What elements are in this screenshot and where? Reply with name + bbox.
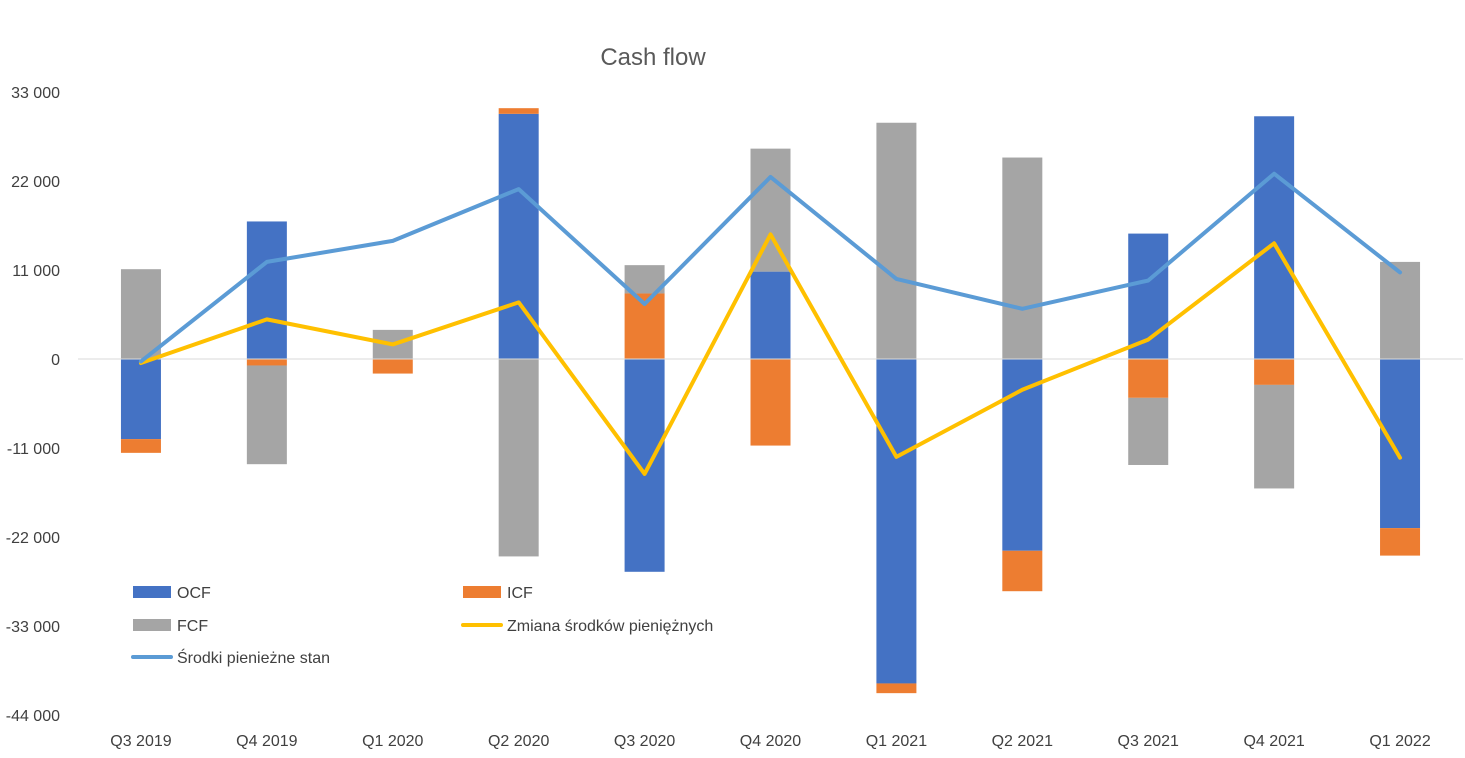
- legend: OCF ICF FCF Zmiana środków pieniężnych Środk…: [131, 585, 713, 667]
- bar-icf: [372, 359, 413, 374]
- x-tick-label: Q3 2020: [614, 733, 675, 750]
- legend-swatch-fcf: [133, 619, 171, 631]
- x-tick-label: Q1 2020: [362, 733, 423, 750]
- chart-title: Cash flow: [600, 44, 706, 71]
- bar-ocf: [1380, 359, 1421, 529]
- bar-ocf: [750, 271, 791, 359]
- bar-ocf: [120, 359, 161, 440]
- x-tick-label: Q2 2021: [992, 733, 1053, 750]
- y-tick-label: 33 000: [11, 85, 60, 102]
- x-tick-label: Q3 2021: [1118, 733, 1179, 750]
- y-tick-label: -44 000: [6, 708, 60, 725]
- legend-label-ocf: OCF: [177, 585, 211, 602]
- bar-series: [120, 108, 1421, 694]
- bar-icf: [876, 683, 917, 694]
- y-tick-label: -33 000: [6, 619, 60, 636]
- x-tick-label: Q1 2021: [866, 733, 927, 750]
- bar-fcf: [1380, 261, 1421, 359]
- bar-icf: [1128, 359, 1169, 398]
- bar-fcf: [1002, 157, 1043, 359]
- legend-swatch-icf: [463, 586, 501, 598]
- y-tick-label: -11 000: [7, 441, 60, 458]
- bar-fcf: [246, 365, 287, 465]
- bar-fcf: [1254, 384, 1295, 489]
- legend-label-zmiana-srodkow-pienieznych: Zmiana środków pieniężnych: [507, 618, 713, 635]
- bar-fcf: [498, 359, 539, 557]
- x-tick-label: Q2 2020: [488, 733, 549, 750]
- y-tick-label: -22 000: [6, 530, 60, 547]
- x-axis-ticks: Q3 2019 Q4 2019 Q1 2020 Q2 2020 Q3 2020 Q4 20…: [110, 733, 1431, 750]
- y-tick-label: 11 000: [12, 263, 60, 280]
- line-series: [138, 171, 1403, 476]
- bar-icf: [120, 439, 161, 453]
- legend-label-fcf: FCF: [177, 618, 208, 635]
- x-tick-label: Q1 2022: [1369, 733, 1430, 750]
- bar-ocf: [1254, 116, 1295, 359]
- y-tick-label: 0: [51, 352, 60, 369]
- bar-icf: [246, 359, 287, 366]
- bar-fcf: [120, 269, 161, 359]
- bar-fcf: [876, 122, 917, 359]
- x-tick-label: Q4 2020: [740, 733, 801, 750]
- bar-ocf: [624, 359, 665, 572]
- x-tick-label: Q4 2021: [1243, 733, 1304, 750]
- bar-icf: [1002, 550, 1043, 592]
- bar-icf: [1254, 359, 1295, 385]
- bar-icf: [1380, 528, 1421, 556]
- bar-ocf: [246, 221, 287, 359]
- bar-fcf: [750, 148, 791, 272]
- bar-fcf: [1128, 397, 1169, 465]
- y-axis-ticks: 33 000 22 000 11 000 0 -11 000 -22 000 -33 000…: [6, 85, 60, 725]
- bar-icf: [750, 359, 791, 446]
- legend-swatch-ocf: [133, 586, 171, 598]
- x-tick-label: Q3 2019: [110, 733, 171, 750]
- bar-icf: [498, 108, 539, 114]
- y-tick-label: 22 000: [11, 174, 60, 191]
- legend-label-icf: ICF: [507, 585, 533, 602]
- x-tick-label: Q4 2019: [236, 733, 297, 750]
- bar-ocf: [876, 359, 917, 684]
- legend-label-srodki-pieniezne-stan: Środki pienieżne stan: [177, 648, 330, 667]
